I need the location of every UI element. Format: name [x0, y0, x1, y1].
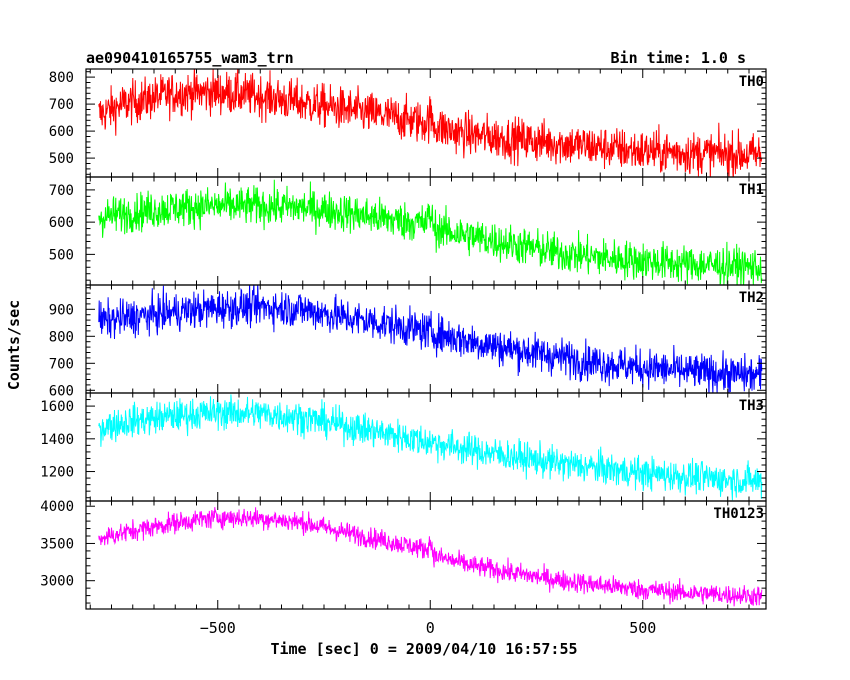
- panel-frame: [85, 500, 767, 610]
- y-tick-label: 800: [49, 70, 74, 86]
- x-tick-label: 500: [629, 619, 656, 637]
- y-tick-label: 900: [49, 302, 74, 318]
- bin-time-label: Bin time: 1.0 s: [611, 49, 746, 67]
- series-line-th0123: [98, 507, 763, 607]
- panel-th1: 500 600 700 TH1: [49, 176, 767, 286]
- panel-th0123: 3000 3500 4000 TH0123: [40, 499, 767, 610]
- x-tick-label: −500: [200, 619, 236, 637]
- y-tick-label: 500: [49, 247, 74, 263]
- panel-label-th0123: TH0123: [713, 506, 764, 522]
- series-line-th2: [98, 285, 763, 393]
- series-line-th0: [98, 69, 763, 177]
- panels-group: 500 600 700 800 TH0 500 600 700 TH1 600 700 800 900 T…: [40, 68, 767, 637]
- y-tick-label: 1400: [40, 432, 74, 448]
- y-tick-label: 3000: [40, 574, 74, 590]
- y-tick-label: 1600: [40, 399, 74, 415]
- y-tick-label: 700: [49, 97, 74, 113]
- panel-label-th2: TH2: [739, 290, 764, 306]
- y-tick-label: 3500: [40, 536, 74, 552]
- panel-label-th3: TH3: [739, 398, 764, 414]
- y-tick-label: 600: [49, 383, 74, 399]
- y-tick-label: 500: [49, 151, 74, 167]
- series-line-th3: [98, 394, 763, 501]
- chart-title: ae090410165755_wam3_trn: [86, 49, 294, 67]
- y-tick-label: 800: [49, 329, 74, 345]
- y-tick-label: 600: [49, 215, 74, 231]
- y-tick-label: 700: [49, 356, 74, 372]
- x-tick-label: 0: [426, 619, 435, 637]
- y-tick-label: 700: [49, 183, 74, 199]
- y-axis-label: Counts/sec: [5, 300, 23, 390]
- panel-label-th1: TH1: [739, 182, 764, 198]
- panel-th0: 500 600 700 800 TH0: [49, 68, 767, 178]
- y-tick-label: 4000: [40, 499, 74, 515]
- y-tick-label: 600: [49, 124, 74, 140]
- y-tick-label: 1200: [40, 465, 74, 481]
- panel-th2: 600 700 800 900 TH2: [49, 284, 767, 399]
- series-line-th1: [98, 179, 763, 285]
- panel-th3: 1200 1400 1600 TH3: [40, 392, 767, 502]
- panel-label-th0: TH0: [739, 74, 764, 90]
- x-axis-label: Time [sec] 0 = 2009/04/10 16:57:55: [270, 640, 577, 658]
